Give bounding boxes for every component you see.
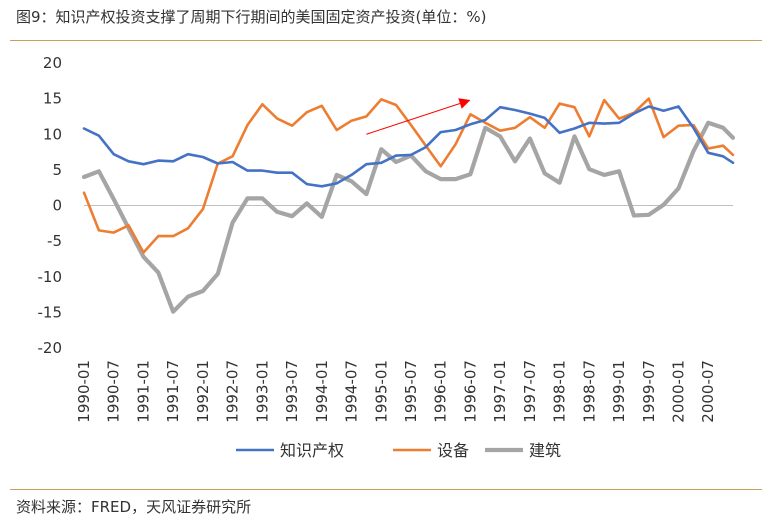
x-tick-label: 1993-01 <box>253 360 271 423</box>
x-tick-label: 1994-07 <box>343 360 361 423</box>
x-tick-label: 1998-07 <box>580 360 598 423</box>
annotation-arrow-head <box>458 98 471 109</box>
y-tick-label: 20 <box>43 54 62 72</box>
source-rule <box>10 489 762 490</box>
y-tick-label: -10 <box>38 268 63 286</box>
source-note: 资料来源：FRED，天风证券研究所 <box>16 498 252 516</box>
y-tick-label: -5 <box>47 232 62 250</box>
series-lines <box>81 97 736 314</box>
x-tick-label: 1991-01 <box>134 360 152 423</box>
title-rule <box>10 40 762 41</box>
x-tick-label: 1999-07 <box>640 360 658 423</box>
y-tick-label: 5 <box>52 161 62 179</box>
line-chart: -20 -15 -10 -5 0 5 10 15 20 1990-01 1990-07 1991-0… <box>38 54 736 460</box>
y-tick-label: -15 <box>38 303 63 321</box>
series-line <box>82 97 735 254</box>
x-tick-label: 1999-01 <box>610 360 628 423</box>
legend-label: 知识产权 <box>280 441 344 460</box>
x-tick-label: 1990-07 <box>105 360 123 423</box>
legend: 知识产权 设备 建筑 <box>236 441 561 460</box>
x-tick-label: 1997-07 <box>521 360 539 423</box>
y-tick-label: -20 <box>38 339 63 357</box>
x-tick-label: 1990-01 <box>75 360 93 423</box>
x-axis-ticks: 1990-01 1990-07 1991-01 1991-07 1992-01 1992-… <box>75 360 717 423</box>
series-line <box>82 105 735 188</box>
y-tick-label: 10 <box>43 125 62 143</box>
x-tick-label: 1997-01 <box>491 360 509 423</box>
figure-title: 图9：知识产权投资支撑了周期下行期间的美国固定资产投资(单位：%) <box>16 8 487 26</box>
legend-label: 设备 <box>437 441 469 460</box>
x-tick-label: 1995-01 <box>372 360 390 423</box>
y-tick-label: 15 <box>43 90 62 108</box>
x-tick-label: 1992-01 <box>194 360 212 423</box>
y-axis-ticks: -20 -15 -10 -5 0 5 10 15 20 <box>38 54 63 357</box>
x-tick-label: 1992-07 <box>224 360 242 423</box>
series-line <box>81 120 736 314</box>
x-tick-label: 1991-07 <box>164 360 182 423</box>
x-tick-label: 1996-01 <box>432 360 450 423</box>
y-tick-label: 0 <box>52 197 62 215</box>
legend-label: 建筑 <box>529 441 561 460</box>
trend-annotation <box>366 98 471 135</box>
x-tick-label: 1993-07 <box>283 360 301 423</box>
x-tick-label: 2000-01 <box>670 360 688 423</box>
x-tick-label: 1994-01 <box>313 360 331 423</box>
x-tick-label: 2000-07 <box>699 360 717 423</box>
x-tick-label: 1995-07 <box>402 360 420 423</box>
x-tick-label: 1998-01 <box>551 360 569 423</box>
x-tick-label: 1996-07 <box>461 360 479 423</box>
annotation-arrow-shaft <box>366 103 461 135</box>
